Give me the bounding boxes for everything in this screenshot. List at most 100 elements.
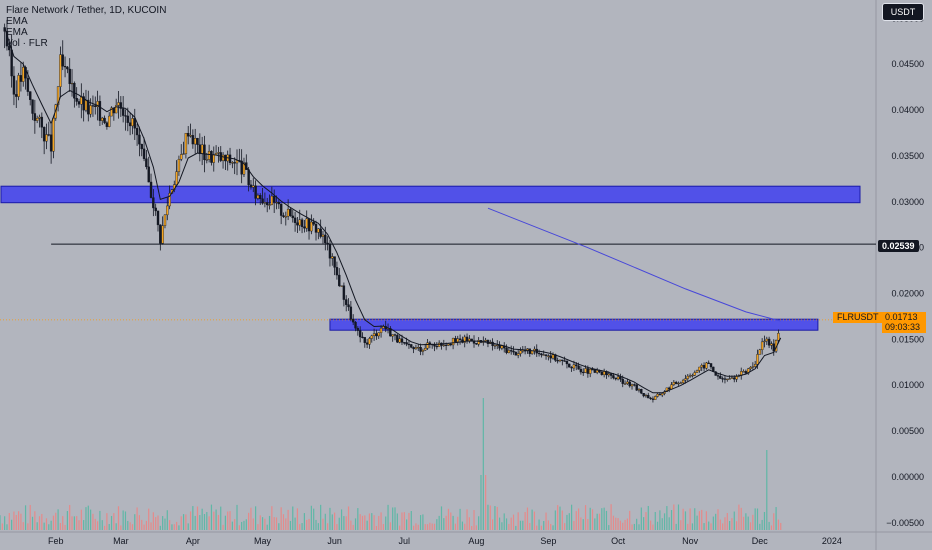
candle-body	[189, 135, 192, 137]
candle-body	[349, 306, 353, 320]
volume-bar	[735, 521, 738, 530]
volume-bar	[71, 516, 73, 530]
volume-bar	[403, 512, 405, 530]
volume-bar	[708, 521, 710, 530]
candle-body	[702, 364, 706, 369]
volume-bar	[22, 522, 24, 530]
volume-bar	[568, 513, 570, 530]
candle-body	[42, 127, 46, 142]
candle-body	[705, 362, 708, 369]
candle-body	[291, 215, 294, 219]
candle-body	[82, 96, 85, 111]
volume-bar	[336, 524, 338, 530]
volume-bar	[426, 524, 429, 530]
candle-body	[117, 102, 120, 106]
volume-bar	[45, 518, 48, 530]
volume-bar	[175, 521, 178, 530]
candle-body	[70, 82, 74, 85]
volume-bar	[496, 506, 498, 530]
volume-bar	[143, 524, 145, 530]
volume-bar	[482, 398, 484, 530]
volume-bar	[610, 504, 612, 530]
candle-body	[314, 224, 318, 233]
candle-body	[665, 387, 669, 392]
candle-body	[444, 344, 448, 346]
candle-body	[414, 347, 418, 350]
volume-bar	[378, 515, 380, 530]
candle-body	[419, 347, 422, 352]
volume-bar	[157, 515, 159, 530]
ema-slow-line	[487, 207, 781, 322]
volume-bar	[591, 509, 594, 530]
candle-body	[356, 327, 360, 331]
volume-bar	[629, 510, 631, 530]
volume-bar	[780, 522, 782, 530]
volume-bar	[759, 523, 761, 530]
candle-body	[242, 162, 246, 175]
candle-body	[721, 378, 724, 380]
volume-bar	[354, 518, 357, 530]
volume-bar	[654, 511, 656, 530]
volume-bar	[422, 514, 424, 530]
volume-bar	[194, 515, 196, 530]
candle-body	[52, 117, 55, 152]
candle-body	[607, 373, 610, 376]
volume-bar	[561, 510, 563, 530]
currency-button[interactable]: USDT	[882, 3, 924, 21]
volume-bar	[478, 516, 480, 530]
indicator-volume[interactable]: Vol · FLR	[6, 38, 48, 49]
candle-body	[68, 68, 71, 84]
volume-bar	[50, 520, 52, 530]
volume-bar	[640, 507, 642, 530]
volume-bar	[41, 513, 43, 530]
candle-body	[94, 105, 97, 107]
candle-body	[540, 353, 543, 356]
indicator-ema-2[interactable]: EMA	[6, 27, 28, 38]
volume-bar	[43, 522, 45, 530]
x-tick-label: Jul	[399, 536, 411, 546]
volume-bar	[433, 523, 436, 530]
candle-body	[691, 375, 694, 377]
volume-bar	[571, 504, 573, 530]
candle-body	[108, 115, 111, 127]
indicator-ema-1[interactable]: EMA	[6, 16, 28, 27]
volume-bar	[447, 508, 450, 530]
candle-body	[609, 373, 613, 376]
volume-bar	[94, 518, 96, 530]
volume-bar	[66, 511, 68, 530]
volume-bar	[108, 524, 110, 530]
candle-body	[600, 371, 604, 375]
volume-bar	[501, 522, 503, 530]
volume-bar	[59, 523, 62, 530]
volume-bar	[13, 511, 15, 530]
candle-body	[763, 340, 766, 343]
candle-body	[261, 198, 264, 204]
volume-bar	[680, 520, 682, 530]
candle-body	[286, 208, 290, 217]
volume-bar	[285, 518, 287, 530]
volume-bar	[389, 522, 391, 530]
candle-body	[644, 394, 648, 397]
candle-body	[142, 148, 146, 159]
candle-body	[584, 368, 587, 373]
x-tick-label: Nov	[682, 536, 699, 546]
candle-body	[298, 219, 301, 226]
candle-body	[744, 371, 748, 374]
candle-body	[595, 370, 599, 373]
volume-bar	[705, 511, 707, 530]
candle-body	[163, 214, 167, 226]
candle-body	[753, 364, 757, 367]
volume-bar	[715, 513, 717, 530]
last-price-value: 0.01713	[885, 312, 918, 322]
volume-bar	[117, 506, 120, 530]
volume-bar	[684, 511, 687, 530]
candle-body	[565, 360, 569, 365]
candle-body	[421, 349, 425, 352]
volume-bar	[557, 505, 559, 530]
volume-bar	[524, 512, 526, 530]
candle-body	[391, 334, 394, 337]
volume-bar	[192, 506, 194, 530]
candle-body	[698, 366, 701, 371]
volume-bar	[749, 522, 752, 530]
